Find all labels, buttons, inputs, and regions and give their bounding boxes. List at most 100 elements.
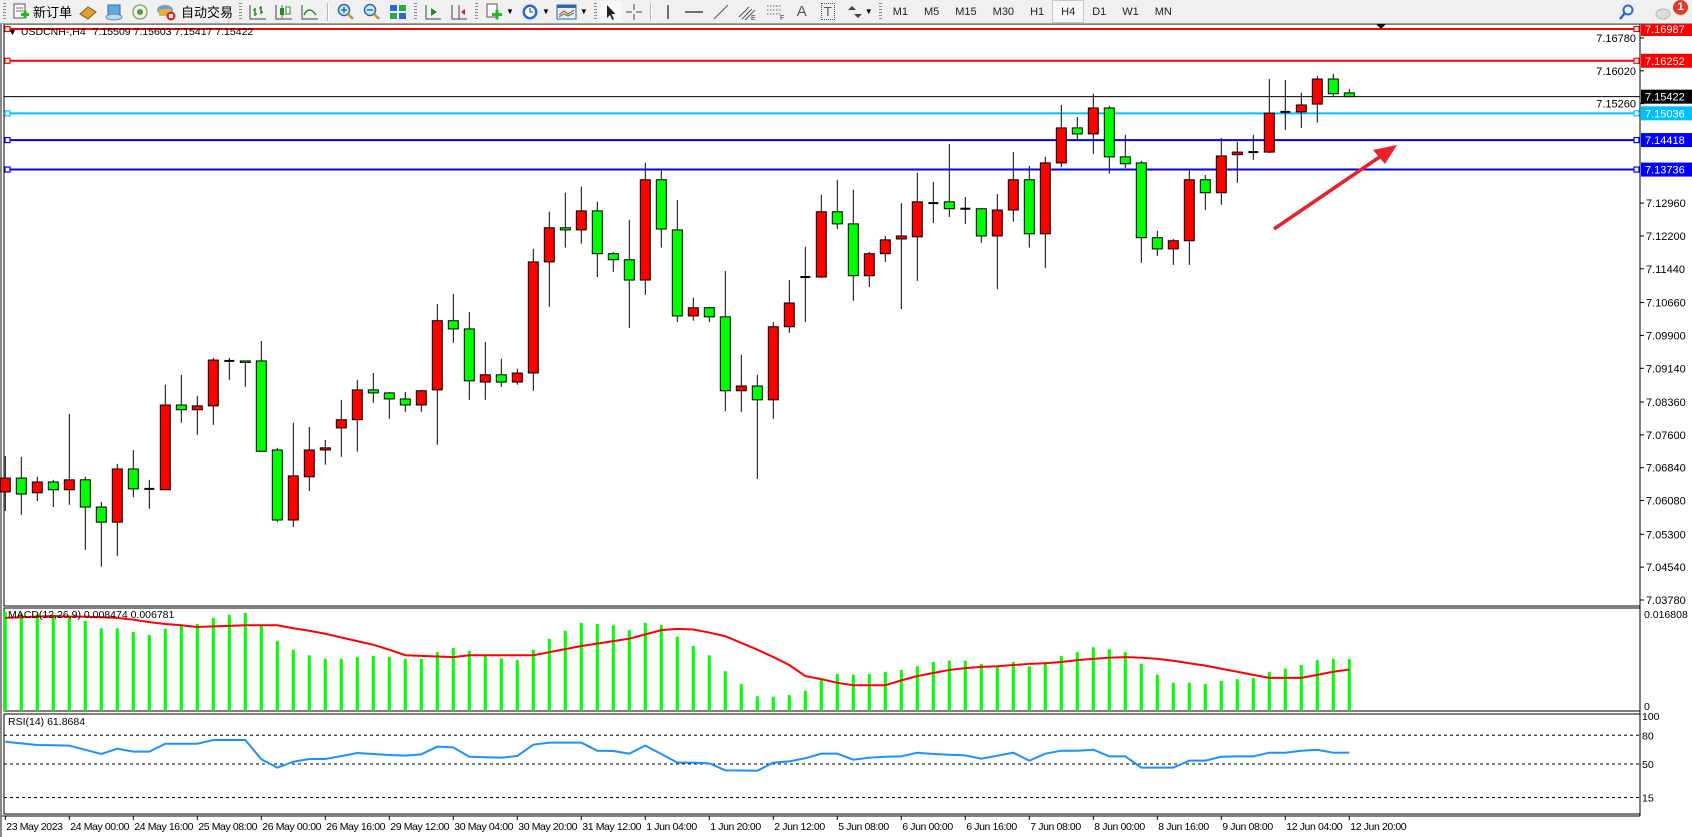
macd-histogram-bar: [1315, 660, 1319, 711]
market-watch-button[interactable]: [75, 1, 101, 22]
trendline-tool-button[interactable]: [708, 1, 734, 22]
signal-icon: [132, 3, 148, 20]
timeframe-mn[interactable]: MN: [1154, 5, 1172, 18]
crosshair-tool-button[interactable]: [622, 1, 646, 22]
candle-body: [911, 201, 923, 238]
bar-chart-button[interactable]: [245, 1, 271, 22]
chart-shift-button[interactable]: [446, 1, 472, 22]
periods-button[interactable]: ▼: [517, 1, 553, 22]
macd-histogram-bar: [755, 696, 759, 711]
dropdown-arrow-icon[interactable]: ▼: [579, 7, 588, 16]
auto-scroll-icon: [425, 4, 442, 19]
auto-scroll-button[interactable]: [420, 1, 446, 22]
candlestick-icon: [275, 4, 293, 19]
vertical-line-icon: [667, 4, 669, 19]
vertical-line-tool-button[interactable]: [656, 1, 680, 22]
candlestick-chart-button[interactable]: [271, 1, 297, 22]
candle-body: [991, 209, 1003, 237]
zoom-in-button[interactable]: [333, 1, 359, 22]
timeframe-m30[interactable]: M30: [992, 5, 1015, 18]
price-tick-label: 7.06080: [1646, 496, 1686, 508]
timeframe-h4[interactable]: H4: [1052, 0, 1085, 23]
data-window-button[interactable]: [101, 1, 127, 22]
equidistant-channel-tool-button[interactable]: E: [734, 1, 762, 22]
line-handle-left: [4, 166, 11, 173]
templates-button[interactable]: ▼: [553, 1, 591, 22]
text-label-tool-button[interactable]: T: [814, 1, 842, 22]
toolbar-grip[interactable]: [3, 2, 6, 21]
toolbar-grip[interactable]: [414, 2, 418, 21]
candle-body: [1215, 155, 1227, 194]
dropdown-arrow-icon[interactable]: ▼: [506, 7, 514, 16]
rsi-axis-label: 100: [1642, 711, 1660, 723]
dropdown-arrow-icon[interactable]: ▼: [541, 7, 550, 16]
cursor-tool-button[interactable]: [599, 1, 622, 22]
navigator-button[interactable]: [127, 1, 153, 22]
timeframe-w1[interactable]: W1: [1122, 5, 1139, 18]
new-order-button[interactable]: 新订单: [9, 1, 75, 22]
search-button[interactable]: [1614, 1, 1638, 22]
timeframe-d1[interactable]: D1: [1092, 5, 1107, 18]
ohlc-values: 7.15509 7.15603 7.15417 7.15422: [92, 26, 254, 38]
price-tick-label: 7.12200: [1646, 231, 1686, 243]
macd-histogram-bar: [1299, 665, 1303, 711]
time-tick-label: 31 May 12:00: [582, 821, 641, 833]
rsi-label: RSI(14) 61.8684: [8, 716, 86, 728]
fibonacci-tool-button[interactable]: F: [762, 1, 790, 22]
line-handle-left: [4, 57, 11, 64]
candle-body: [1183, 179, 1195, 242]
candle-body: [303, 449, 315, 478]
toolbar-grip[interactable]: [878, 2, 882, 21]
dropdown-arrow-icon[interactable]: ▼: [864, 7, 873, 16]
indicators-button[interactable]: ▼: [481, 1, 517, 22]
macd-histogram-bar: [451, 647, 455, 711]
timeframe-h1[interactable]: H1: [1030, 5, 1045, 18]
auto-trading-button[interactable]: 自动交易: [153, 1, 236, 22]
candle-body: [815, 211, 827, 278]
timeframe-m1[interactable]: M1: [892, 5, 908, 18]
toolbar-grip[interactable]: [475, 2, 479, 21]
macd-histogram-bar: [675, 636, 679, 711]
collapse-triangle-icon[interactable]: ▼: [8, 27, 17, 37]
text-tool-button[interactable]: A: [790, 1, 814, 22]
macd-histogram-bar: [371, 655, 375, 711]
candle-body: [95, 506, 107, 523]
macd-histogram-bar: [691, 646, 695, 711]
timeframe-m5[interactable]: M5: [923, 5, 940, 18]
time-tick-label: 12 Jun 04:00: [1286, 821, 1342, 833]
timeframe-m15[interactable]: M15: [955, 5, 977, 18]
time-tick-label: 26 May 00:00: [262, 821, 321, 833]
macd-histogram-bar: [627, 630, 631, 711]
macd-histogram-bar: [1347, 659, 1351, 711]
macd-histogram-bar: [355, 657, 359, 711]
candle-body: [607, 253, 619, 261]
candle-body: [1055, 127, 1067, 164]
macd-histogram-bar: [803, 690, 807, 711]
price-line-label: 7.15036: [1645, 108, 1685, 120]
macd-histogram-bar: [787, 695, 791, 711]
zoom-out-button[interactable]: [359, 1, 385, 22]
horizontal-line-tool-button[interactable]: [680, 1, 708, 22]
macd-histogram-bar: [1027, 666, 1031, 711]
price-tick-label: 7.12960: [1646, 198, 1686, 210]
toolbar-grip[interactable]: [593, 2, 597, 21]
macd-histogram-bar: [1219, 680, 1223, 711]
candle-body: [863, 253, 875, 277]
candle-body: [1007, 179, 1019, 211]
candle-body: [159, 404, 171, 491]
auto-trading-icon: [157, 4, 176, 20]
toolbar-grip[interactable]: [239, 2, 243, 21]
time-tick-label: 1 Jun 20:00: [710, 821, 761, 833]
notifications-button[interactable]: 1: [1652, 0, 1688, 22]
candle-body: [1327, 78, 1339, 95]
price-tick-label: 7.11440: [1646, 264, 1685, 276]
arrows-tool-button[interactable]: ▼: [842, 1, 876, 22]
add-indicator-icon: [486, 3, 503, 19]
time-tick-label: 25 May 08:00: [198, 821, 257, 833]
line-chart-button[interactable]: [297, 1, 323, 22]
time-tick-label: 24 May 16:00: [134, 821, 193, 833]
auto-trading-label: 自动交易: [181, 5, 234, 20]
crosshair-icon: [625, 3, 642, 20]
tile-windows-button[interactable]: [385, 1, 411, 22]
